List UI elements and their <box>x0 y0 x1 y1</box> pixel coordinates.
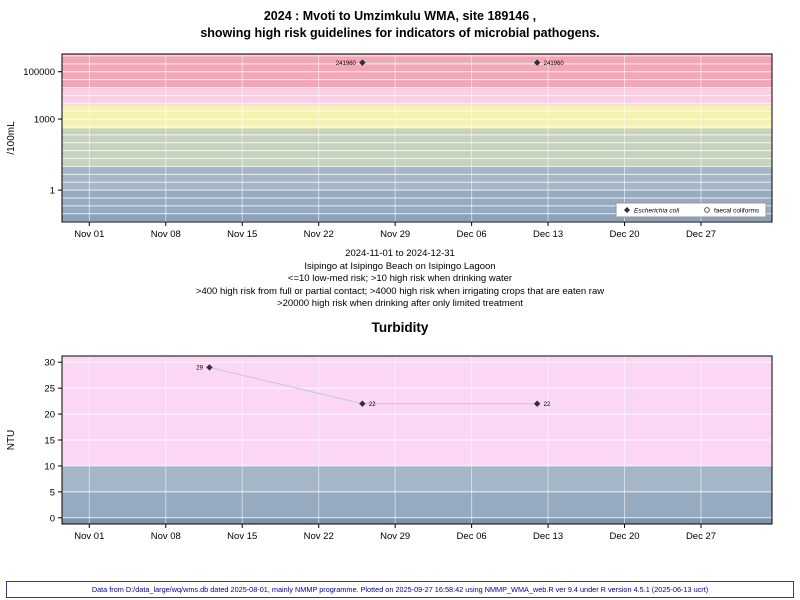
svg-text:22: 22 <box>369 402 376 408</box>
svg-text:5: 5 <box>50 487 55 498</box>
svg-text:Dec 20: Dec 20 <box>609 531 639 542</box>
svg-text:Dec 13: Dec 13 <box>533 531 563 542</box>
svg-text:Escherichia coli: Escherichia coli <box>634 208 680 215</box>
svg-text:1: 1 <box>50 186 55 197</box>
caption-risk-line2: >400 high risk from full or partial cont… <box>195 285 605 297</box>
svg-text:Dec 06: Dec 06 <box>457 531 487 542</box>
svg-text:Dec 27: Dec 27 <box>686 229 716 240</box>
caption-risk-line1: <=10 low-med risk; >10 high risk when dr… <box>287 273 513 285</box>
svg-text:Dec 06: Dec 06 <box>457 229 487 240</box>
svg-text:241960: 241960 <box>336 61 357 67</box>
footer-note: Data from D:/data_large/wq/wms.db dated … <box>6 581 794 598</box>
svg-text:30: 30 <box>44 358 55 369</box>
svg-text:Nov 22: Nov 22 <box>304 229 334 240</box>
svg-text:100000: 100000 <box>23 67 55 78</box>
svg-text:Nov 08: Nov 08 <box>151 229 181 240</box>
svg-text:Nov 22: Nov 22 <box>304 531 334 542</box>
svg-text:Nov 15: Nov 15 <box>227 229 257 240</box>
chart1-captions: 2024-11-01 to 2024-12-31 Isipingo at Isi… <box>0 248 800 311</box>
svg-text:25: 25 <box>44 384 55 395</box>
turbidity-chart: 0 5 10 15 20 25 30 Nov 01 Nov 08 Nov 15 Nov 22 Nov … <box>6 355 773 542</box>
svg-text:20: 20 <box>44 410 55 421</box>
svg-text:NTU: NTU <box>6 430 17 451</box>
caption-site-name: Isipingo at Isipingo Beach on Isipingo L… <box>304 260 496 272</box>
svg-text:Nov 01: Nov 01 <box>74 531 104 542</box>
svg-text:1000: 1000 <box>34 115 55 126</box>
svg-text:15: 15 <box>44 436 55 447</box>
svg-text:faecal coliforms: faecal coliforms <box>714 208 760 215</box>
svg-text:Nov 15: Nov 15 <box>227 531 257 542</box>
svg-text:0: 0 <box>50 513 55 524</box>
svg-text:29: 29 <box>196 366 203 372</box>
chart2-title: Turbidity <box>371 320 429 335</box>
svg-text:241960: 241960 <box>544 61 565 67</box>
caption-risk-line3: >20000 high risk when drinking after onl… <box>277 298 523 310</box>
chart1-title-line2: showing high risk guidelines for indicat… <box>200 26 600 40</box>
svg-text:10: 10 <box>44 461 55 472</box>
svg-text:Nov 01: Nov 01 <box>74 229 104 240</box>
svg-text:Dec 20: Dec 20 <box>609 229 639 240</box>
svg-text:Nov 29: Nov 29 <box>380 531 410 542</box>
chart1-title-line1: 2024 : Mvoti to Umzimkulu WMA, site 1891… <box>263 9 537 23</box>
chart1-title: 2024 : Mvoti to Umzimkulu WMA, site 1891… <box>0 8 800 42</box>
microbial-pathogens-chart: 1 1000 100000 Nov 01 Nov 08 Nov 15 Nov 22 Nov 2… <box>6 53 773 240</box>
svg-text:Nov 29: Nov 29 <box>380 229 410 240</box>
svg-text:Nov 08: Nov 08 <box>151 531 181 542</box>
svg-text:/100mL: /100mL <box>6 121 17 155</box>
svg-text:Dec 27: Dec 27 <box>686 531 716 542</box>
svg-text:22: 22 <box>544 402 551 408</box>
svg-text:Dec 13: Dec 13 <box>533 229 563 240</box>
caption-date-range: 2024-11-01 to 2024-12-31 <box>345 248 455 259</box>
